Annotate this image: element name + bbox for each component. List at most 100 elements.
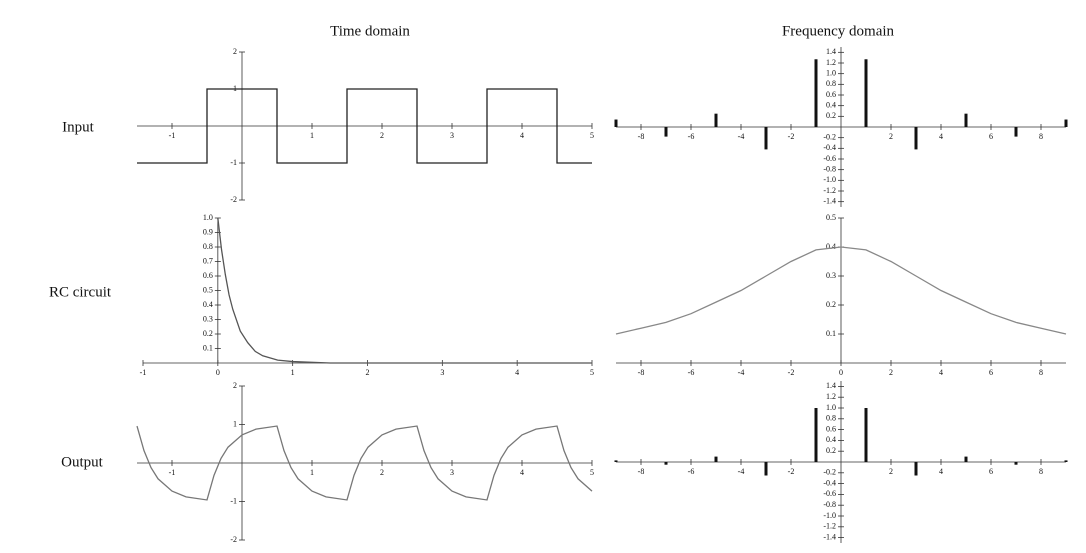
x-tick-label: 6 [989,467,993,476]
y-tick-label: -1 [230,496,237,505]
stem [764,462,768,476]
y-tick-label: -2 [230,195,237,204]
y-tick-label: 0.8 [826,414,836,423]
x-tick-label: -6 [688,467,695,476]
column-title: Time domain [330,23,410,39]
stem [864,59,868,128]
x-tick-label: 4 [939,368,943,377]
stem [864,408,868,462]
y-tick-label: -1.2 [823,186,836,195]
y-tick-label: 0.8 [203,242,213,251]
row-label: Output [61,454,104,470]
y-tick-label: 1.0 [826,403,836,412]
stem [614,460,618,462]
x-tick-label: -1 [140,368,147,377]
stem [914,462,918,476]
x-tick-label: -2 [788,368,795,377]
y-tick-label: 0.1 [203,343,213,352]
stem [1064,119,1068,127]
y-tick-label: 0.5 [203,285,213,294]
x-tick-label: 5 [590,131,594,140]
x-tick-label: 2 [889,132,893,141]
y-tick-label: -0.8 [823,164,836,173]
x-tick-label: 0 [839,368,843,377]
stem [964,456,968,462]
y-tick-label: 0.1 [826,329,836,338]
series-line [615,246,1067,335]
series-line [217,217,592,364]
y-tick-label: 0.4 [826,242,836,251]
x-tick-label: 6 [989,132,993,141]
x-tick-label: 4 [520,131,524,140]
y-tick-label: 0.5 [826,213,836,222]
x-tick-label: 5 [590,368,594,377]
x-tick-label: 5 [590,468,594,477]
stem [1014,462,1018,465]
x-tick-label: -1 [169,131,176,140]
x-tick-label: -4 [738,132,745,141]
y-tick-label: 0.3 [826,271,836,280]
x-tick-label: -1 [169,468,176,477]
y-tick-label: 0.7 [203,256,213,265]
x-tick-label: 2 [380,131,384,140]
y-tick-label: 0.4 [826,435,836,444]
y-tick-label: 0.4 [826,100,836,109]
x-tick-label: 2 [366,368,370,377]
x-tick-label: -6 [688,368,695,377]
y-tick-label: 1.0 [203,213,213,222]
y-tick-label: -0.8 [823,500,836,509]
stem [714,456,718,462]
y-tick-label: -0.2 [823,468,836,477]
y-tick-label: -0.4 [823,478,836,487]
row-label: Input [62,119,94,135]
stem [1064,460,1068,462]
y-tick-label: 0.2 [826,111,836,120]
stem [664,462,668,465]
stem [814,408,818,462]
x-tick-label: 0 [216,368,220,377]
stem [964,113,968,127]
x-tick-label: -8 [638,132,645,141]
x-tick-label: 4 [939,467,943,476]
y-tick-label: -0.6 [823,154,836,163]
x-tick-label: 3 [450,468,454,477]
y-tick-label: 1.4 [826,47,836,56]
x-tick-label: -8 [638,467,645,476]
y-tick-label: 1.2 [826,58,836,67]
y-tick-label: 2 [233,381,237,390]
y-tick-label: 1 [233,419,237,428]
y-tick-label: 0.2 [203,329,213,338]
y-tick-label: 2 [233,47,237,56]
x-tick-label: 4 [939,132,943,141]
y-tick-label: 1 [233,84,237,93]
y-tick-label: -1.4 [823,196,836,205]
x-tick-label: 2 [380,468,384,477]
stem [1014,127,1018,137]
x-tick-label: -2 [788,467,795,476]
stem [664,127,668,137]
x-tick-label: 8 [1039,467,1043,476]
y-tick-label: 0.9 [203,227,213,236]
y-tick-label: -1 [230,158,237,167]
stem [914,127,918,150]
x-tick-label: -8 [638,368,645,377]
x-tick-label: -4 [738,368,745,377]
y-tick-label: 0.4 [203,300,213,309]
x-tick-label: 4 [520,468,524,477]
x-tick-label: -4 [738,467,745,476]
y-tick-label: 0.3 [203,314,213,323]
y-tick-label: 1.4 [826,381,836,390]
x-tick-label: -6 [688,132,695,141]
y-tick-label: 0.6 [826,424,836,433]
x-tick-label: 8 [1039,368,1043,377]
y-tick-label: -0.2 [823,132,836,141]
y-tick-label: -0.4 [823,143,836,152]
row-label: RC circuit [49,284,112,300]
x-tick-label: 2 [889,467,893,476]
y-tick-label: -1.0 [823,175,836,184]
y-tick-label: -1.4 [823,532,836,541]
y-tick-label: 0.2 [826,300,836,309]
y-tick-label: 1.2 [826,392,836,401]
series-line [137,88,592,164]
